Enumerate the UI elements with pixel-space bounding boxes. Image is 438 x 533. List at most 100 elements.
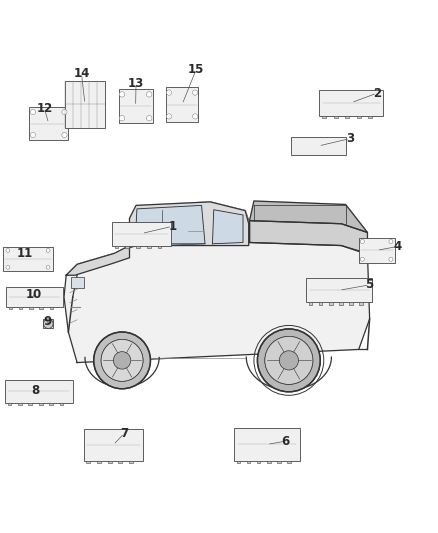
Bar: [247, 461, 251, 463]
Bar: [84, 430, 143, 461]
Circle shape: [94, 332, 150, 389]
Bar: [3, 247, 53, 271]
Circle shape: [389, 239, 393, 244]
Bar: [309, 302, 312, 305]
Circle shape: [62, 132, 67, 138]
Bar: [319, 302, 322, 305]
Circle shape: [62, 109, 67, 115]
Bar: [359, 238, 395, 263]
Bar: [257, 461, 261, 463]
Polygon shape: [250, 221, 367, 254]
Bar: [291, 137, 346, 155]
Circle shape: [146, 92, 152, 97]
Circle shape: [193, 90, 198, 95]
Text: 6: 6: [281, 434, 290, 448]
Text: 8: 8: [32, 384, 40, 398]
Text: 1: 1: [168, 220, 177, 233]
Bar: [334, 116, 338, 118]
Bar: [339, 302, 343, 305]
Bar: [129, 461, 133, 463]
Bar: [108, 461, 112, 463]
Polygon shape: [250, 201, 367, 232]
Text: 4: 4: [394, 240, 402, 253]
Bar: [267, 461, 271, 463]
Bar: [112, 222, 171, 246]
Bar: [5, 380, 73, 403]
Text: 9: 9: [44, 316, 52, 328]
Circle shape: [279, 351, 298, 370]
Bar: [29, 306, 33, 309]
Text: 7: 7: [120, 427, 128, 440]
Text: 3: 3: [346, 132, 354, 145]
Circle shape: [166, 90, 172, 95]
Bar: [8, 306, 12, 309]
Circle shape: [6, 248, 10, 253]
Bar: [147, 246, 151, 248]
Circle shape: [265, 336, 313, 384]
Bar: [345, 116, 350, 118]
Circle shape: [113, 352, 131, 369]
Bar: [97, 461, 101, 463]
Bar: [28, 403, 32, 405]
Bar: [237, 461, 240, 463]
Circle shape: [193, 114, 198, 119]
Polygon shape: [135, 205, 205, 244]
Bar: [115, 246, 118, 248]
Bar: [49, 403, 53, 405]
Circle shape: [46, 265, 50, 269]
Bar: [50, 306, 53, 309]
Circle shape: [119, 116, 125, 121]
Circle shape: [30, 132, 35, 138]
Circle shape: [46, 248, 50, 253]
Polygon shape: [130, 202, 249, 246]
Bar: [71, 277, 84, 288]
Bar: [29, 107, 68, 140]
Bar: [39, 403, 42, 405]
Circle shape: [360, 239, 364, 244]
Polygon shape: [66, 246, 130, 275]
Circle shape: [6, 265, 10, 269]
Bar: [287, 461, 291, 463]
Circle shape: [360, 257, 364, 261]
Bar: [18, 403, 22, 405]
Circle shape: [258, 329, 320, 392]
Text: 11: 11: [17, 247, 33, 260]
Bar: [19, 306, 22, 309]
Text: 2: 2: [373, 87, 381, 100]
Bar: [319, 90, 383, 116]
Bar: [166, 87, 198, 122]
Polygon shape: [64, 202, 370, 362]
Circle shape: [166, 114, 172, 119]
Circle shape: [146, 116, 152, 121]
Circle shape: [43, 319, 53, 328]
Bar: [306, 278, 372, 302]
Circle shape: [101, 340, 143, 381]
Bar: [357, 116, 361, 118]
Bar: [136, 246, 140, 248]
Text: 14: 14: [73, 67, 90, 79]
Bar: [6, 287, 63, 306]
Bar: [65, 80, 105, 128]
Bar: [125, 246, 129, 248]
Circle shape: [119, 92, 125, 97]
Circle shape: [389, 257, 393, 261]
Bar: [359, 302, 363, 305]
Text: 10: 10: [25, 288, 42, 301]
Polygon shape: [212, 210, 243, 244]
Text: 5: 5: [365, 278, 374, 292]
Bar: [349, 302, 353, 305]
Polygon shape: [117, 237, 125, 241]
Bar: [119, 461, 122, 463]
Text: 15: 15: [188, 63, 205, 76]
Bar: [119, 89, 152, 123]
Bar: [7, 403, 11, 405]
Bar: [329, 302, 332, 305]
Bar: [234, 428, 300, 461]
Bar: [86, 461, 90, 463]
Bar: [39, 306, 43, 309]
Text: 13: 13: [128, 77, 144, 90]
Bar: [43, 319, 53, 328]
Text: 12: 12: [36, 102, 53, 115]
Bar: [60, 403, 64, 405]
Bar: [277, 461, 281, 463]
